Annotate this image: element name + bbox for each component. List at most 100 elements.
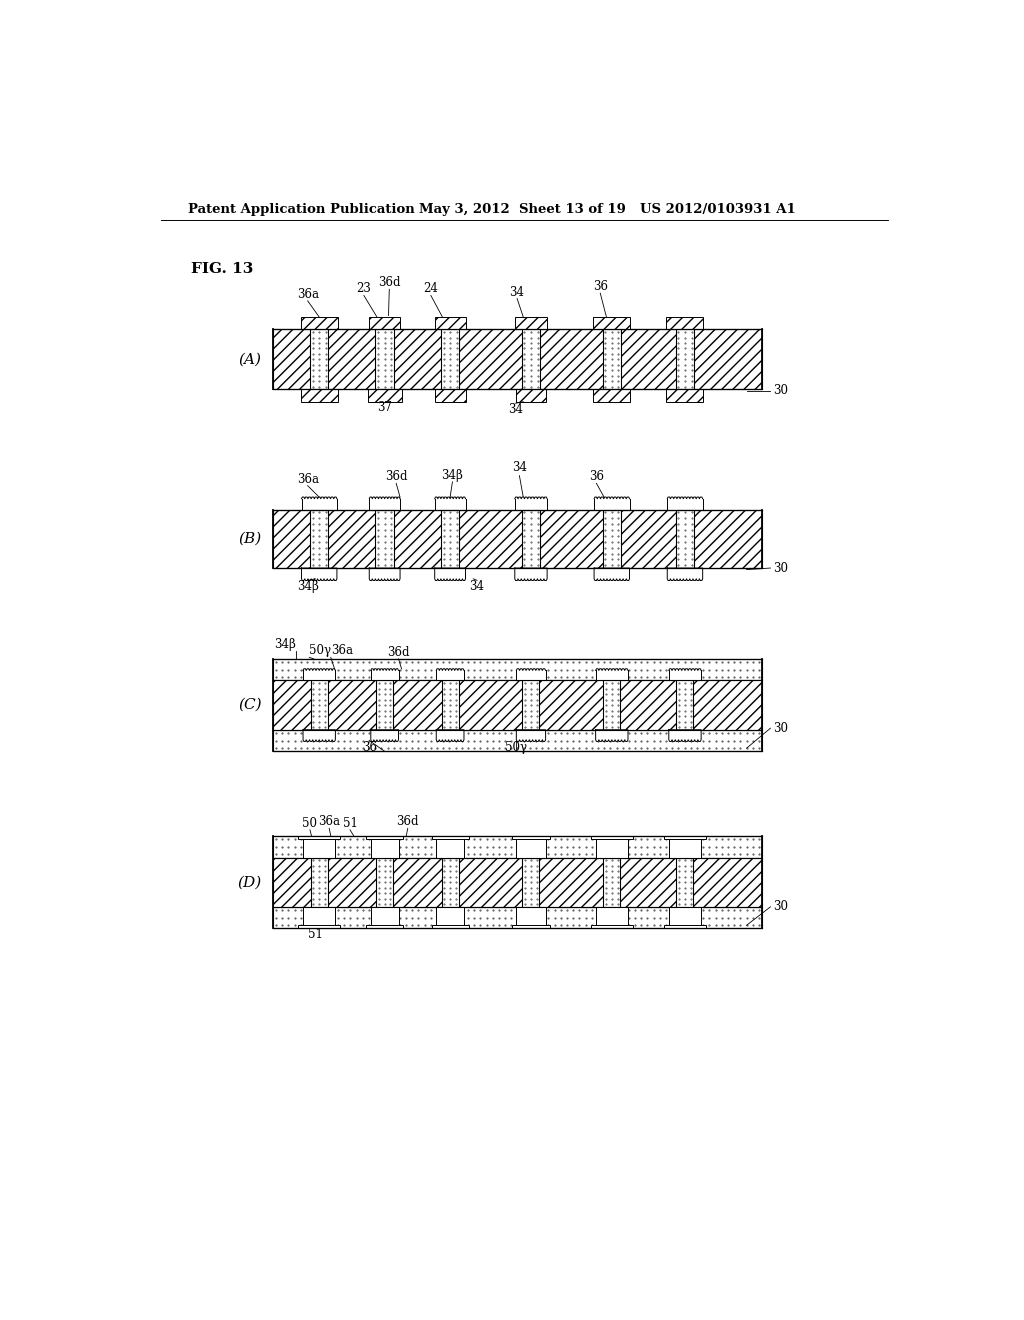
- Bar: [273, 659, 762, 681]
- Polygon shape: [516, 669, 546, 681]
- Bar: [676, 330, 694, 389]
- Text: (B): (B): [239, 532, 261, 545]
- Bar: [665, 925, 706, 928]
- Bar: [516, 838, 546, 858]
- Bar: [676, 510, 694, 568]
- Bar: [310, 681, 328, 730]
- Text: 50γ: 50γ: [309, 644, 331, 657]
- Polygon shape: [596, 669, 628, 681]
- Text: 36d: 36d: [378, 276, 400, 289]
- Bar: [376, 510, 394, 568]
- Text: 34: 34: [512, 461, 527, 474]
- Bar: [669, 907, 701, 927]
- Bar: [441, 858, 459, 907]
- Text: 24: 24: [423, 282, 438, 296]
- Text: 37: 37: [377, 401, 392, 414]
- Bar: [515, 389, 547, 401]
- Bar: [436, 838, 464, 858]
- Polygon shape: [515, 498, 547, 510]
- Bar: [367, 836, 403, 840]
- Polygon shape: [594, 498, 630, 510]
- Bar: [441, 510, 460, 568]
- Bar: [665, 836, 706, 840]
- Text: 36a: 36a: [297, 288, 318, 301]
- Polygon shape: [301, 568, 337, 581]
- Text: 30: 30: [773, 900, 787, 913]
- Text: (C): (C): [238, 698, 261, 711]
- Bar: [371, 907, 398, 927]
- Polygon shape: [435, 568, 466, 581]
- Bar: [376, 330, 394, 389]
- Bar: [516, 907, 546, 927]
- Bar: [298, 925, 340, 928]
- Bar: [273, 730, 762, 751]
- Text: 36a: 36a: [297, 473, 318, 486]
- Bar: [436, 907, 464, 927]
- Polygon shape: [594, 568, 630, 581]
- Polygon shape: [371, 730, 398, 742]
- Text: 36d: 36d: [387, 645, 410, 659]
- Bar: [273, 907, 762, 928]
- Text: 36d: 36d: [385, 470, 408, 483]
- Bar: [522, 858, 540, 907]
- Bar: [512, 925, 550, 928]
- Text: 30: 30: [773, 722, 787, 735]
- Polygon shape: [435, 498, 466, 510]
- Bar: [303, 907, 336, 927]
- Bar: [435, 317, 466, 330]
- Text: 50γ: 50γ: [505, 741, 526, 754]
- Bar: [367, 925, 403, 928]
- Text: 50: 50: [302, 817, 317, 830]
- Text: 36: 36: [361, 741, 377, 754]
- Text: Patent Application Publication: Patent Application Publication: [188, 203, 415, 216]
- Text: 51: 51: [308, 928, 323, 941]
- Bar: [310, 510, 329, 568]
- Polygon shape: [668, 568, 702, 581]
- Text: May 3, 2012: May 3, 2012: [419, 203, 510, 216]
- Bar: [298, 836, 340, 840]
- Bar: [521, 510, 541, 568]
- Text: 34: 34: [510, 285, 524, 298]
- Bar: [301, 317, 338, 330]
- Bar: [273, 330, 762, 389]
- Text: (D): (D): [238, 875, 261, 890]
- Text: (A): (A): [239, 352, 261, 367]
- Bar: [273, 858, 762, 907]
- Polygon shape: [668, 498, 702, 510]
- Bar: [522, 681, 540, 730]
- Text: 36d: 36d: [396, 816, 419, 829]
- Polygon shape: [669, 669, 701, 681]
- Text: FIG. 13: FIG. 13: [190, 261, 253, 276]
- Bar: [435, 389, 466, 401]
- Bar: [593, 389, 631, 401]
- Bar: [432, 836, 469, 840]
- Text: Sheet 13 of 19: Sheet 13 of 19: [519, 203, 627, 216]
- Bar: [441, 681, 459, 730]
- Text: US 2012/0103931 A1: US 2012/0103931 A1: [640, 203, 796, 216]
- Bar: [667, 389, 703, 401]
- Text: 23: 23: [356, 282, 372, 296]
- Bar: [376, 681, 393, 730]
- Polygon shape: [596, 730, 628, 742]
- Bar: [521, 330, 541, 389]
- Text: 34β: 34β: [441, 469, 463, 482]
- Bar: [602, 510, 621, 568]
- Polygon shape: [516, 730, 546, 742]
- Bar: [596, 838, 628, 858]
- Text: 34: 34: [470, 581, 484, 594]
- Text: 36: 36: [589, 470, 604, 483]
- Bar: [596, 907, 628, 927]
- Text: 34β: 34β: [274, 638, 296, 651]
- Bar: [515, 317, 547, 330]
- Polygon shape: [301, 498, 337, 510]
- Bar: [512, 836, 550, 840]
- Bar: [669, 838, 701, 858]
- Bar: [301, 389, 338, 401]
- Bar: [310, 858, 328, 907]
- Text: 51: 51: [343, 817, 357, 830]
- Bar: [273, 836, 762, 858]
- Text: 36a: 36a: [331, 644, 352, 657]
- Polygon shape: [436, 669, 464, 681]
- Bar: [310, 330, 329, 389]
- Bar: [441, 330, 460, 389]
